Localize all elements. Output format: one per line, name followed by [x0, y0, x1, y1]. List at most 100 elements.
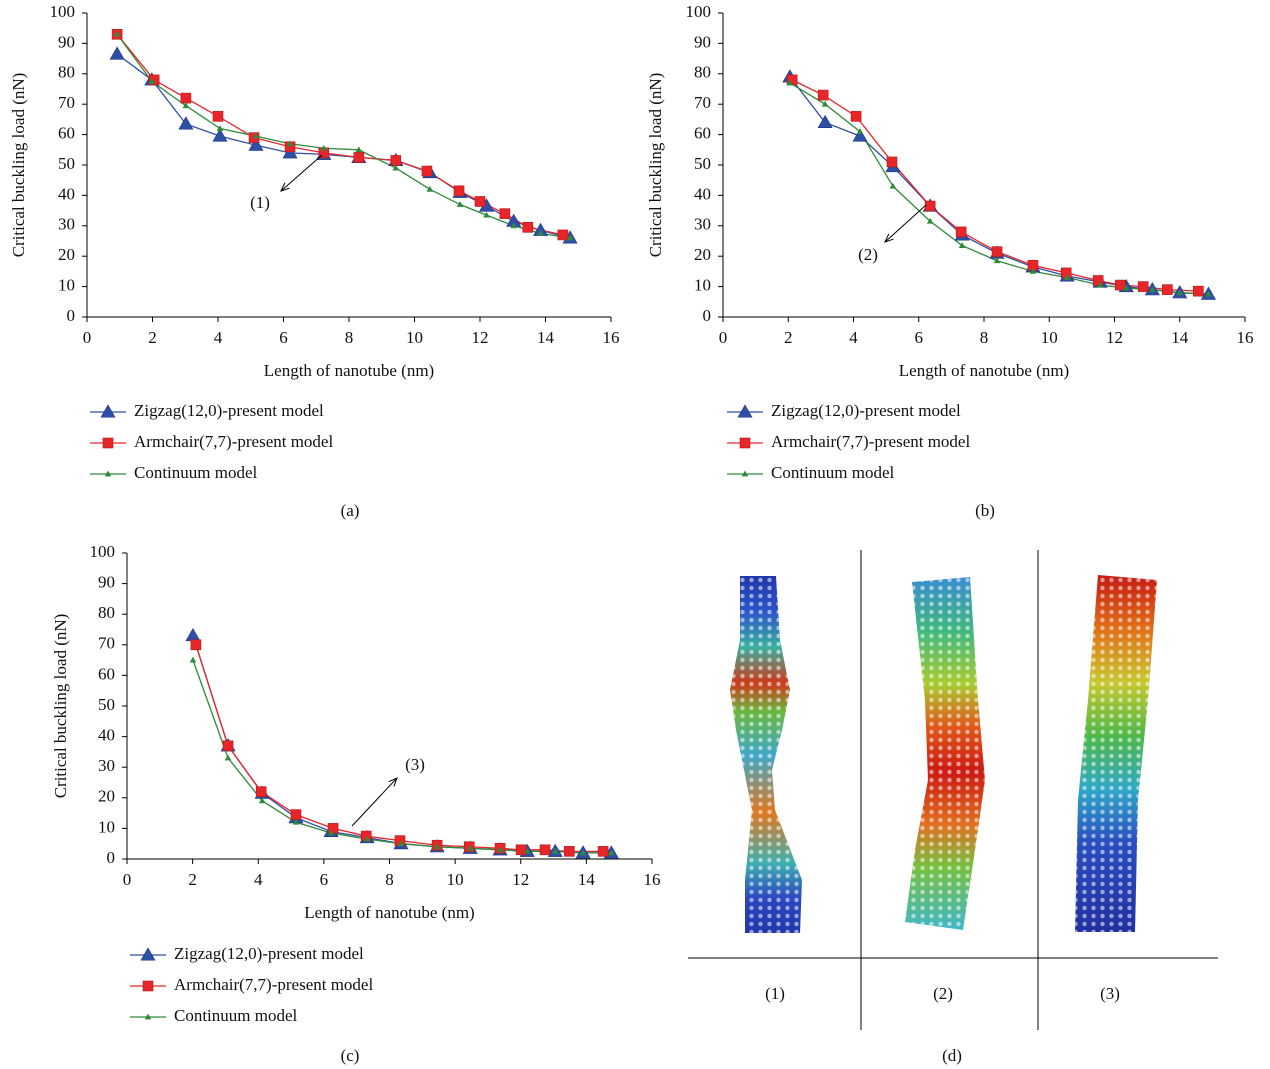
marker [426, 185, 434, 192]
x-tick-label: 2 [784, 328, 793, 347]
y-tick-label: 90 [694, 32, 711, 51]
x-tick-label: 8 [385, 870, 394, 889]
x-tick-label: 14 [1171, 328, 1189, 347]
y-tick-label: 20 [694, 245, 711, 264]
marker [515, 844, 527, 856]
x-axis-label: Length of nanotube (nm) [304, 903, 474, 922]
marker [1193, 285, 1204, 297]
x-axis-label: Length of nanotube (nm) [264, 361, 434, 380]
series-line [195, 644, 604, 852]
marker [856, 128, 864, 134]
x-tick-label: 10 [406, 328, 423, 347]
marker [926, 217, 934, 224]
annotation: (3) [405, 755, 425, 774]
marker [286, 140, 294, 147]
y-tick-label: 40 [694, 184, 711, 203]
y-tick-label: 10 [694, 276, 711, 295]
y-tick-label: 90 [58, 32, 75, 51]
marker [522, 222, 534, 233]
x-tick-label: 6 [320, 870, 329, 889]
y-tick-label: 50 [98, 695, 115, 714]
y-tick-label: 40 [98, 726, 115, 745]
marker [1092, 275, 1104, 286]
marker [292, 818, 300, 825]
marker [537, 229, 544, 236]
legend-marker [739, 437, 751, 449]
marker [216, 125, 224, 131]
marker [353, 152, 365, 163]
marker [510, 222, 518, 229]
series-line [192, 635, 612, 854]
marker [496, 846, 504, 853]
panel-label: (3) [1100, 984, 1120, 1003]
marker [786, 79, 794, 86]
y-axis-label: Critical buckling load (nN) [9, 73, 28, 258]
legend-marker [144, 1013, 152, 1020]
x-tick-label: 14 [578, 870, 596, 889]
x-tick-label: 12 [472, 328, 489, 347]
marker [248, 137, 264, 151]
marker [523, 847, 531, 854]
marker [993, 257, 1001, 264]
annotation-arrowhead [884, 233, 894, 243]
marker [456, 201, 464, 207]
marker [1205, 290, 1212, 297]
marker [1137, 281, 1149, 292]
marker [327, 829, 335, 836]
marker [180, 92, 192, 104]
annotation-arrow [884, 204, 927, 243]
legend-marker [741, 470, 749, 477]
legend-marker [102, 437, 114, 449]
marker [109, 46, 125, 60]
x-tick-label: 4 [849, 328, 858, 347]
marker [991, 246, 1003, 257]
y-tick-label: 70 [98, 634, 115, 653]
annotation-arrowhead [388, 777, 398, 787]
y-axis-label: Critical buckling load (nN) [51, 614, 70, 799]
marker [290, 809, 302, 820]
marker [190, 639, 202, 651]
marker [433, 843, 441, 850]
marker [453, 185, 465, 197]
legend-label: Armchair(7,7)-present model [771, 432, 970, 451]
x-tick-label: 16 [644, 870, 661, 889]
marker [483, 211, 490, 218]
annotation: (2) [858, 245, 878, 264]
marker [182, 102, 190, 109]
series-line [116, 33, 563, 236]
legend-marker [104, 470, 112, 477]
marker [821, 100, 829, 107]
x-tick-label: 12 [512, 870, 529, 889]
legend-label: Continuum model [134, 463, 258, 482]
marker [539, 844, 551, 856]
x-tick-label: 6 [279, 328, 288, 347]
legend-marker [140, 947, 156, 961]
y-axis-label: Critical buckling load (nN) [646, 73, 665, 258]
y-tick-label: 0 [67, 306, 76, 325]
marker [320, 144, 328, 151]
marker [148, 74, 160, 86]
legend-label: Armchair(7,7)-present model [174, 975, 373, 994]
legend-label: Zigzag(12,0)-present model [134, 401, 324, 420]
y-tick-label: 80 [98, 603, 115, 622]
marker [1096, 281, 1104, 288]
x-tick-label: 12 [1106, 328, 1123, 347]
marker [212, 111, 224, 122]
x-tick-label: 4 [254, 870, 263, 889]
panel-label: (2) [933, 984, 953, 1003]
marker [363, 835, 371, 842]
y-tick-label: 30 [98, 756, 115, 775]
legend-label: Continuum model [771, 463, 895, 482]
legend-label: Continuum model [174, 1006, 298, 1025]
marker [421, 165, 433, 177]
marker [222, 740, 234, 752]
marker [850, 111, 862, 122]
marker [1063, 274, 1071, 280]
x-tick-label: 8 [980, 328, 989, 347]
x-tick-label: 4 [214, 328, 223, 347]
y-tick-label: 100 [50, 2, 76, 21]
caption: (c) [341, 1046, 360, 1065]
marker [252, 132, 260, 139]
y-tick-label: 70 [58, 93, 75, 112]
marker [551, 847, 559, 854]
